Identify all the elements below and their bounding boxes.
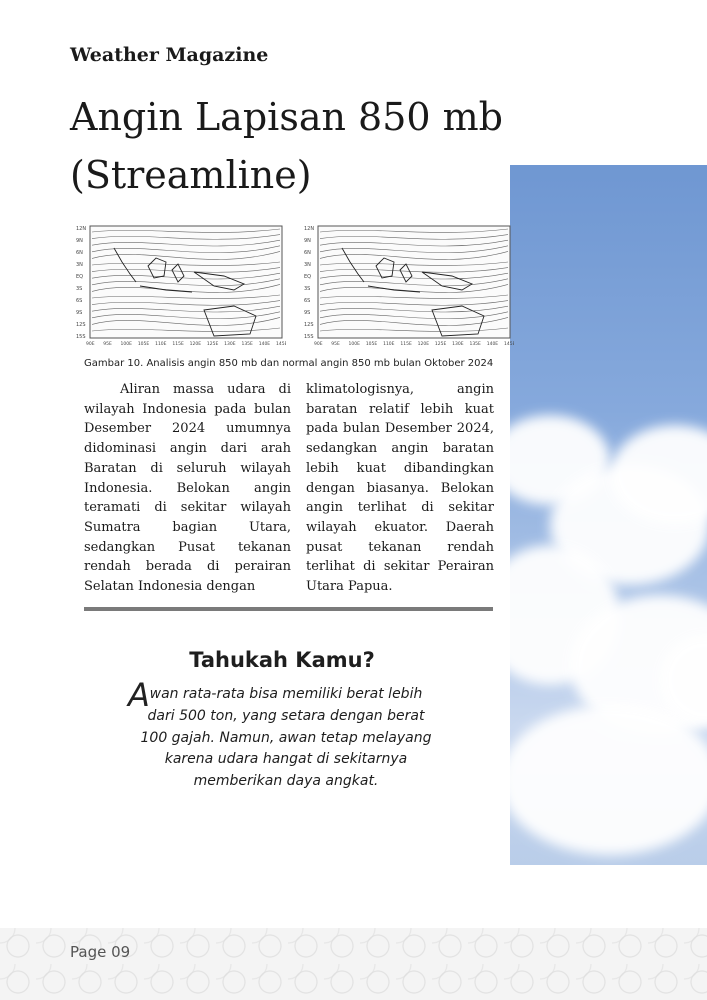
lon-tick-label: 105E — [138, 341, 150, 347]
lat-tick-label: 9S — [304, 310, 310, 316]
lon-tick-label: 135E — [469, 341, 481, 347]
magazine-name: Weather Magazine — [70, 44, 269, 66]
article-column-left: Aliran massa udara di wilayah Indonesia … — [84, 382, 291, 595]
lon-tick-label: 95E — [331, 341, 340, 347]
lon-tick-label: 140E — [487, 341, 499, 347]
lat-tick-label: 6S — [304, 298, 310, 304]
lat-tick-label: 3S — [304, 286, 310, 292]
sky-clouds-image — [510, 165, 707, 865]
lat-tick-label: 9N — [76, 238, 83, 244]
lon-tick-label: 90E — [86, 341, 95, 347]
streamline — [91, 278, 281, 287]
streamline — [91, 317, 281, 326]
section-divider — [84, 607, 493, 611]
lon-tick-label: 100E — [349, 341, 361, 347]
streamline — [91, 234, 281, 240]
streamline — [91, 300, 281, 306]
lon-tick-label: 120E — [190, 341, 202, 347]
streamline — [319, 294, 509, 299]
streamline — [319, 267, 509, 273]
lat-tick-label: 3S — [76, 286, 82, 292]
lon-tick-label: 135E — [241, 341, 253, 347]
streamline — [319, 327, 509, 332]
streamline — [319, 300, 509, 306]
lon-tick-label: 140E — [259, 341, 271, 347]
streamline — [319, 272, 509, 280]
lat-tick-label: 3N — [76, 262, 83, 268]
streamline — [319, 234, 509, 240]
lat-tick-label: 6N — [304, 250, 311, 256]
page-number: Page 09 — [70, 943, 131, 961]
lon-tick-label: 130E — [452, 341, 464, 347]
streamline — [319, 251, 509, 260]
map-normal-svg: 12N 9N 6N 3N EQ 3S 6S 9S 12S 15S 90E 95E 100E 105E 11… — [304, 225, 514, 347]
article-column-right: klimatologisnya, angin baratan relatif l… — [306, 382, 494, 595]
lat-tick-label: 6N — [76, 250, 83, 256]
streamline-map-normal: 12N 9N 6N 3N EQ 3S 6S 9S 12S 15S 90E 95E 100E 105E 11… — [302, 206, 514, 348]
lon-tick-label: 125E — [435, 341, 447, 347]
lon-tick-label: 110E — [155, 341, 167, 347]
streamline — [91, 228, 281, 233]
streamline — [91, 294, 281, 299]
streamline — [91, 267, 281, 273]
footer-pattern — [0, 928, 707, 1000]
lon-tick-label: 120E — [418, 341, 430, 347]
lon-tick-label: 90E — [314, 341, 323, 347]
lat-tick-label: EQ — [304, 274, 311, 280]
fact-box-body: wan rata-rata bisa memiliki berat lebih … — [140, 686, 432, 790]
streamline — [319, 317, 509, 326]
streamline — [91, 327, 281, 332]
lon-tick-label: 145E — [504, 341, 514, 347]
streamline — [91, 239, 281, 247]
streamline — [319, 311, 509, 320]
lat-tick-label: 12S — [304, 322, 314, 328]
lon-tick-label: 95E — [103, 341, 112, 347]
lon-tick-label: 145E — [276, 341, 286, 347]
lat-tick-label: 6S — [76, 298, 82, 304]
streamline — [91, 251, 281, 260]
lat-tick-label: 15S — [76, 334, 86, 340]
lat-tick-label: 12S — [76, 322, 86, 328]
lat-tick-label: 3N — [304, 262, 311, 268]
lon-tick-label: 130E — [224, 341, 236, 347]
lon-tick-label: 110E — [383, 341, 395, 347]
streamline — [319, 278, 509, 287]
lon-tick-label: 125E — [207, 341, 219, 347]
streamline-maps: 12N 9N 6N 3N EQ 3S 6S 9S 12S 15S 90E 95E 100E 105E 11… — [74, 206, 514, 348]
streamline — [91, 311, 281, 320]
streamline — [91, 305, 281, 313]
lat-tick-label: 12N — [76, 226, 86, 232]
figure-caption: Gambar 10. Analisis angin 850 mb dan nor… — [84, 358, 494, 369]
streamline-map-analysis: 12N 9N 6N 3N EQ 3S 6S 9S 12S 15S 90E 95E 100E 105E 11… — [74, 206, 286, 348]
lon-tick-label: 115E — [172, 341, 184, 347]
lat-tick-label: 9N — [304, 238, 311, 244]
lat-tick-label: EQ — [76, 274, 83, 280]
map-analysis-svg: 12N 9N 6N 3N EQ 3S 6S 9S 12S 15S 90E 95E 100E 105E 11… — [76, 225, 286, 347]
fact-box-dropcap: A — [128, 676, 150, 714]
lon-tick-label: 115E — [400, 341, 412, 347]
lat-tick-label: 9S — [76, 310, 82, 316]
streamline — [319, 239, 509, 247]
lon-tick-label: 105E — [366, 341, 378, 347]
article-title: Angin Lapisan 850 mb (Streamline) — [70, 95, 503, 197]
streamline — [319, 228, 509, 233]
lat-tick-label: 15S — [304, 334, 314, 340]
streamline — [319, 245, 509, 254]
lat-tick-label: 12N — [304, 226, 314, 232]
fact-box-title: Tahukah Kamu? — [189, 648, 375, 672]
streamline — [319, 305, 509, 313]
lon-tick-label: 100E — [121, 341, 133, 347]
streamline — [91, 245, 281, 254]
streamline — [91, 272, 281, 280]
